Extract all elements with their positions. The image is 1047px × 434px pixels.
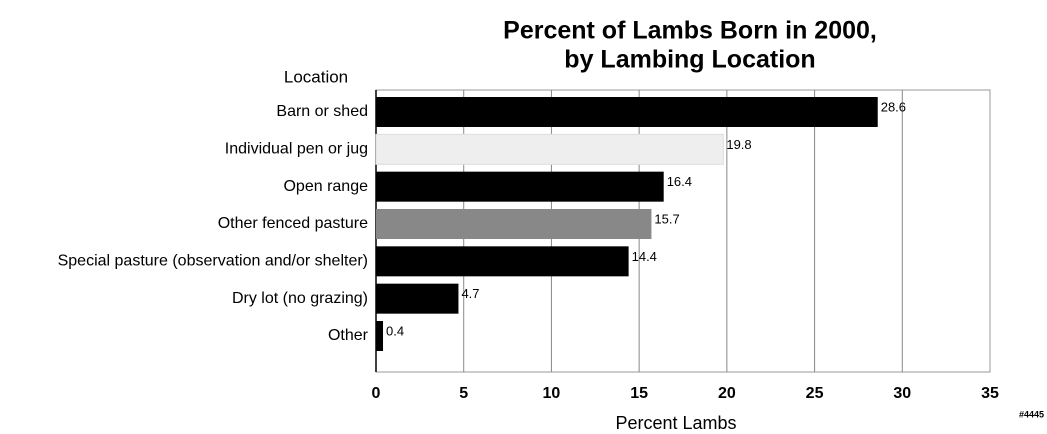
y-tick-label: Open range: [283, 178, 368, 195]
x-tick-label: 5: [459, 385, 468, 402]
value-label: 0.4: [386, 323, 404, 338]
y-tick-label: Other: [328, 327, 369, 344]
x-tick-label: 20: [718, 385, 736, 402]
y-tick-label: Dry lot (no grazing): [232, 290, 368, 307]
bar: [376, 209, 652, 239]
bar: [376, 283, 459, 314]
bar: [375, 133, 724, 165]
y-tick-label: Barn or shed: [276, 103, 368, 120]
value-label: 16.4: [667, 174, 692, 189]
y-tick-label: Other fenced pasture: [218, 215, 368, 232]
x-tick-label: 35: [981, 385, 999, 402]
y-tick-label: Individual pen or jug: [225, 141, 368, 158]
chart-title: Percent of Lambs Born in 2000,: [503, 17, 877, 45]
value-label: 19.8: [726, 137, 751, 152]
x-tick-label: 15: [630, 385, 648, 402]
bar: [376, 246, 629, 277]
bar: [376, 321, 384, 351]
y-tick-label: Special pasture (observation and/or shel…: [58, 253, 368, 270]
x-tick-label: 30: [893, 385, 911, 402]
x-tick-label: 0: [372, 385, 381, 402]
bar: [376, 171, 664, 202]
bar: [376, 97, 878, 127]
value-label: 14.4: [632, 249, 657, 264]
chart-title: by Lambing Location: [564, 46, 815, 74]
x-tick-label: 10: [543, 385, 561, 402]
value-label: 15.7: [654, 211, 679, 226]
y-axis-label: Location: [284, 67, 348, 86]
value-label: 28.6: [881, 99, 906, 114]
value-label: 4.7: [461, 286, 479, 301]
annotation: #4445: [1019, 409, 1044, 419]
x-tick-label: 25: [806, 385, 824, 402]
x-axis-label: Percent Lambs: [615, 413, 736, 433]
